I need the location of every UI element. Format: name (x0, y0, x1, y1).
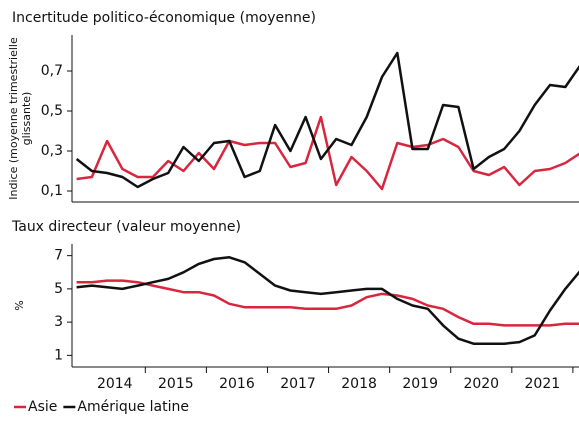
series-line (76, 279, 579, 327)
x-tick-label: 2018 (341, 376, 377, 392)
y-axis-label: Indice (moyenne trimestrielle (7, 37, 20, 200)
y-tick-label: 0,3 (41, 143, 63, 159)
y-tick-label: 3 (54, 314, 63, 330)
legend-label: Asie (28, 399, 57, 415)
y-tick-label: 0,7 (41, 63, 63, 79)
series-line (75, 51, 579, 189)
series-line (76, 256, 579, 345)
y-tick-label: 0,5 (41, 103, 63, 119)
y-axis-label: % (13, 300, 26, 310)
x-tick-label: 2016 (219, 376, 255, 392)
x-tick-label: 2017 (280, 376, 316, 392)
x-tick-label: 2019 (402, 376, 438, 392)
y-tick-label: 0,1 (41, 183, 63, 199)
panel-title: Incertitude politico-économique (moyenne… (12, 10, 316, 26)
y-tick-label: 1 (54, 347, 63, 363)
y-tick-label: 7 (54, 248, 63, 264)
x-tick-label: 2020 (463, 376, 499, 392)
panel-title: Taux directeur (valeur moyenne) (11, 219, 241, 235)
x-tick-label: 2015 (158, 376, 194, 392)
x-tick-label: 2021 (525, 376, 561, 392)
legend-label: Amérique latine (77, 399, 189, 415)
y-axis-label: glissante) (20, 92, 33, 146)
x-tick-label: 2014 (97, 376, 133, 392)
y-tick-label: 5 (54, 281, 63, 297)
